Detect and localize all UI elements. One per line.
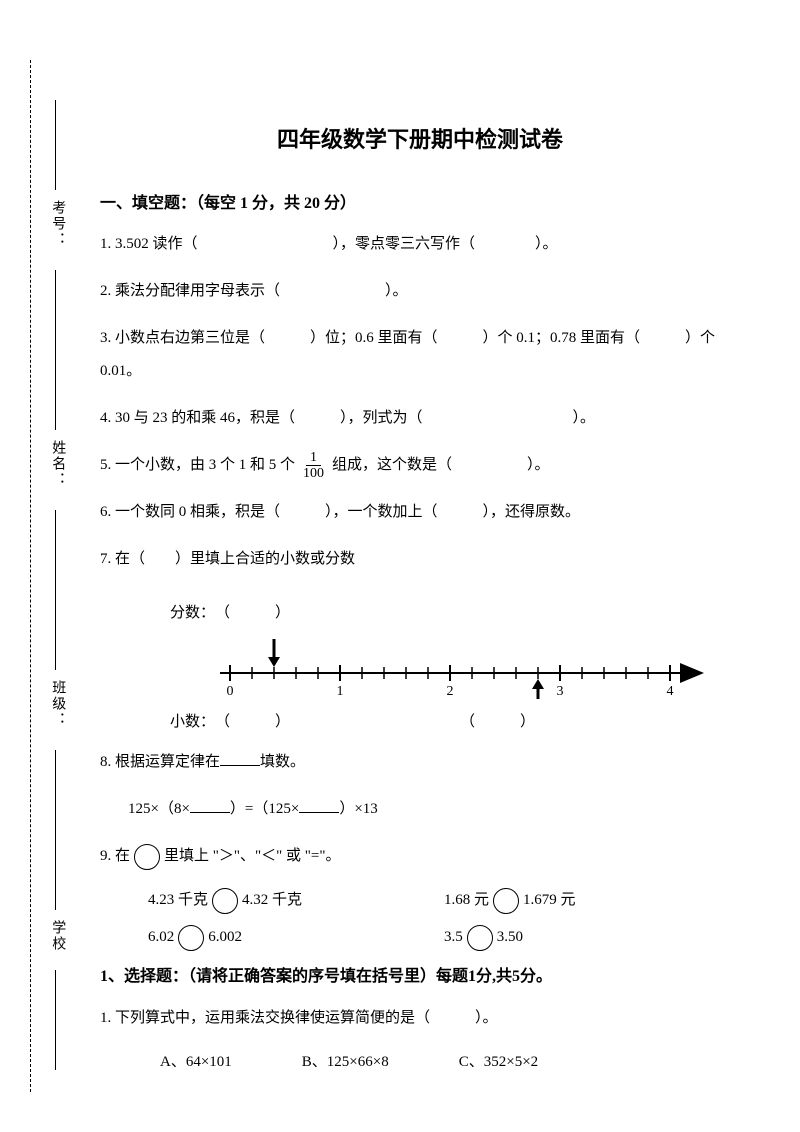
cmp-b1: 1.68 元	[444, 887, 489, 914]
fraction-label-row: 分数： （ ）	[160, 600, 700, 627]
down-arrow-1	[268, 639, 280, 667]
decimal-label-row: 小数： （ ） （ ）	[160, 709, 700, 736]
compare-row-1: 4.23 千克 4.32 千克 1.68 元 1.679 元	[100, 887, 740, 914]
q6: 6. 一个数同 0 相乘，积是（ ），一个数加上（ ），还得原数。	[100, 496, 740, 529]
side-line	[55, 750, 56, 910]
class-label: 班级：	[45, 680, 70, 728]
number-line-svg: 0 1 2 3 4	[160, 631, 720, 701]
section1-title: 一、填空题：（每空 1 分，共 20 分）	[100, 190, 740, 219]
circle-blank[interactable]	[178, 925, 204, 951]
name-label: 姓名：	[45, 440, 70, 488]
cmp-a2: 4.32 千克	[242, 887, 302, 914]
q8: 8. 根据运算定律在 填数。	[100, 746, 740, 779]
school-label: 学校	[45, 920, 70, 952]
number-line-container: 分数： （ ）	[100, 590, 740, 746]
q8-post: 填数。	[260, 754, 305, 770]
q8-a: 125×（8×	[128, 801, 190, 817]
cmp-d2: 3.50	[497, 924, 523, 951]
decimal-blank-label-2: （ ）	[460, 709, 535, 736]
q4: 4. 30 与 23 的和乘 46，积是（ ），列式为（ ）。	[100, 402, 740, 435]
q3: 3. 小数点右边第三位是（ ）位；0.6 里面有（ ）个 0.1；0.78 里面…	[100, 322, 740, 388]
side-line	[55, 100, 56, 190]
fraction-denominator: 100	[299, 466, 328, 481]
section2-title: 1、选择题：（请将正确答案的序号填在括号里）每题1分,共5分。	[100, 963, 740, 992]
cmp-b2: 1.679 元	[523, 887, 576, 914]
cmp-a1: 4.23 千克	[148, 887, 208, 914]
q9-pre: 9. 在	[100, 848, 130, 864]
s2-q1: 1. 下列算式中，运用乘法交换律使运算简便的是（ ）。	[100, 1002, 740, 1035]
choice-b: B、125×66×8	[302, 1049, 389, 1076]
page-title: 四年级数学下册期中检测试卷	[100, 120, 740, 160]
q8-expr: 125×（8× ）=（125× ）×13	[100, 793, 740, 826]
tick-label-0: 0	[227, 684, 234, 699]
compare-c: 6.02 6.002	[148, 924, 444, 951]
choice-a: A、64×101	[160, 1049, 232, 1076]
q1: 1. 3.502 读作（ ），零点零三六写作（ ）。	[100, 228, 740, 261]
compare-a: 4.23 千克 4.32 千克	[148, 887, 444, 914]
q7: 7. 在（ ）里填上合适的小数或分数	[100, 543, 740, 576]
tick-label-4: 4	[667, 684, 674, 699]
decimal-blank-label: 小数： （ ）	[170, 709, 290, 736]
cmp-c2: 6.002	[208, 924, 242, 951]
cmp-c1: 6.02	[148, 924, 174, 951]
q9-post: 里填上 "＞"、"＜" 或 "="。	[164, 848, 340, 864]
fraction-1-100: 1 100	[299, 450, 328, 482]
choice-c: C、352×5×2	[459, 1049, 538, 1076]
tick-label-1: 1	[337, 684, 344, 699]
tick-label-3: 3	[557, 684, 564, 699]
compare-row-2: 6.02 6.002 3.5 3.50	[100, 924, 740, 951]
compare-b: 1.68 元 1.679 元	[444, 887, 740, 914]
tick-label-2: 2	[447, 684, 454, 699]
side-labels: 考号： 姓名： 班级： 学校	[45, 0, 75, 1132]
compare-d: 3.5 3.50	[444, 924, 740, 951]
cut-line-border	[30, 60, 31, 1092]
side-line	[55, 970, 56, 1070]
blank-line[interactable]	[299, 799, 339, 813]
q2: 2. 乘法分配律用字母表示（ ）。	[100, 275, 740, 308]
blank-line[interactable]	[190, 799, 230, 813]
up-arrow-2	[532, 679, 544, 699]
circle-blank[interactable]	[134, 844, 160, 870]
side-line	[55, 510, 56, 670]
q8-c: ）×13	[339, 801, 377, 817]
q5-pre: 5. 一个小数，由 3 个 1 和 5 个	[100, 449, 295, 482]
q5-post: 组成，这个数是（ ）。	[332, 449, 550, 482]
side-line	[55, 270, 56, 430]
s2-q1-choices: A、64×101 B、125×66×8 C、352×5×2	[100, 1049, 740, 1076]
circle-blank[interactable]	[467, 925, 493, 951]
fraction-blank-label: 分数： （ ）	[170, 600, 290, 627]
cmp-d1: 3.5	[444, 924, 463, 951]
q9: 9. 在 里填上 "＞"、"＜" 或 "="。	[100, 840, 740, 873]
q5: 5. 一个小数，由 3 个 1 和 5 个 1 100 组成，这个数是（ ）。	[100, 449, 740, 482]
blank-line[interactable]	[220, 752, 260, 766]
main-content: 四年级数学下册期中检测试卷 一、填空题：（每空 1 分，共 20 分） 1. 3…	[100, 0, 740, 1076]
q8-b: ）=（125×	[230, 801, 299, 817]
exam-no-label: 考号：	[45, 200, 70, 248]
q8-pre: 8. 根据运算定律在	[100, 754, 220, 770]
circle-blank[interactable]	[493, 888, 519, 914]
fraction-numerator: 1	[306, 450, 321, 466]
circle-blank[interactable]	[212, 888, 238, 914]
